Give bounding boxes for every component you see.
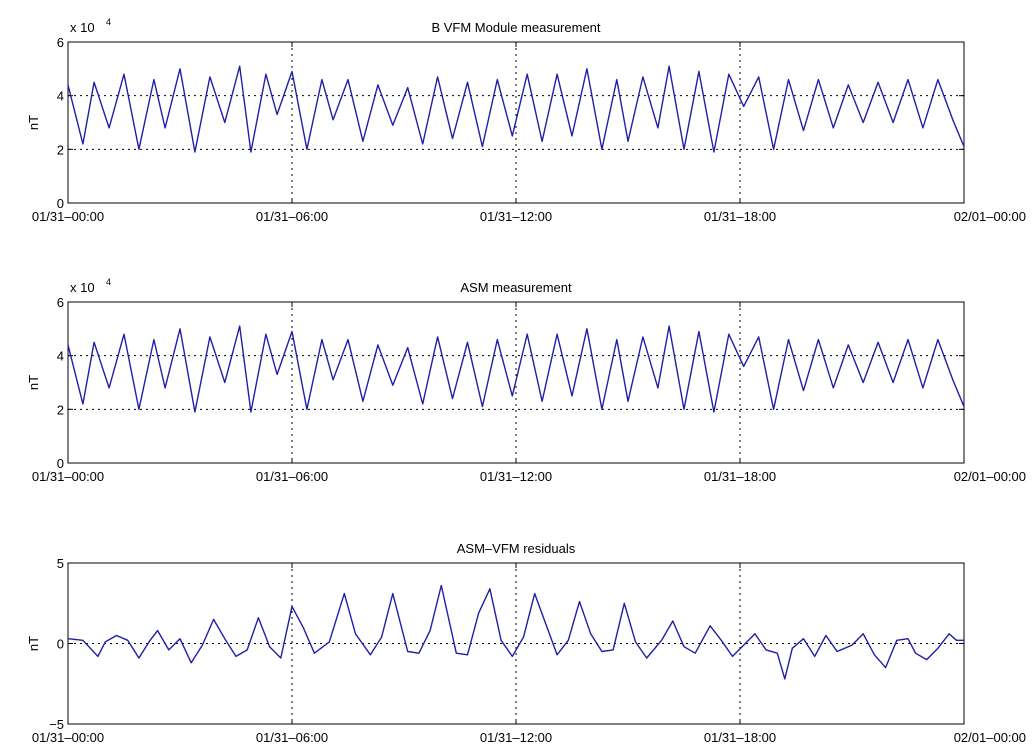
x-tick-label: 01/31–12:00 [480,209,552,224]
x-tick-label: 01/31–06:00 [256,469,328,484]
x-tick-label: 01/31–06:00 [256,209,328,224]
y-tick-label: 0 [57,196,64,211]
panel-title: ASM–VFM residuals [457,541,576,556]
series-line-1 [67,325,965,413]
x-tick-label: 01/31–00:00 [32,469,104,484]
y-tick-label: 2 [57,142,64,157]
panel-2: 01/31–00:00 01/31–06:00 01/31–12:00 01/31–1… [26,277,1026,484]
series-line-1 [67,584,964,680]
y-axis-label: nT [26,115,41,130]
x-tick-label: 02/01–00:00 [954,730,1026,745]
y-tick-label: 4 [57,89,64,104]
x-tick-label: 02/01–00:00 [954,469,1026,484]
y-tick-label: 5 [57,556,64,571]
x-tick-label: 01/31–12:00 [480,730,552,745]
panel-1: 01/31–00:00 01/31–06:00 01/31–12:00 01/31–1… [26,17,1026,224]
x-tick-label: 01/31–18:00 [704,209,776,224]
y-tick-label: 2 [57,402,64,417]
y-tick-label: 0 [57,456,64,471]
y-tick-label: 6 [57,35,64,50]
x-tick-label: 01/31–06:00 [256,730,328,745]
panel-title: ASM measurement [460,280,572,295]
y-exponent-label: x 10 [70,20,95,35]
y-tick-label: −5 [49,717,64,732]
panel-3: 01/31–00:00 01/31–06:00 01/31–12:00 01/31–1… [26,541,1026,745]
panel-title: B VFM Module measurement [431,20,600,35]
x-tick-label: 01/31–18:00 [704,469,776,484]
x-tick-label: 01/31–00:00 [32,730,104,745]
series-line-1 [67,65,965,153]
y-exponent-power: 4 [106,277,111,287]
y-tick-label: 4 [57,349,64,364]
x-tick-label: 02/01–00:00 [954,209,1026,224]
x-tick-label: 01/31–00:00 [32,209,104,224]
y-exponent-power: 4 [106,17,111,27]
y-axis-label: nT [26,636,41,651]
x-tick-label: 01/31–12:00 [480,469,552,484]
y-tick-label: 6 [57,295,64,310]
y-axis-label: nT [26,375,41,390]
y-exponent-label: x 10 [70,280,95,295]
y-tick-label: 0 [57,637,64,652]
x-tick-label: 01/31–18:00 [704,730,776,745]
